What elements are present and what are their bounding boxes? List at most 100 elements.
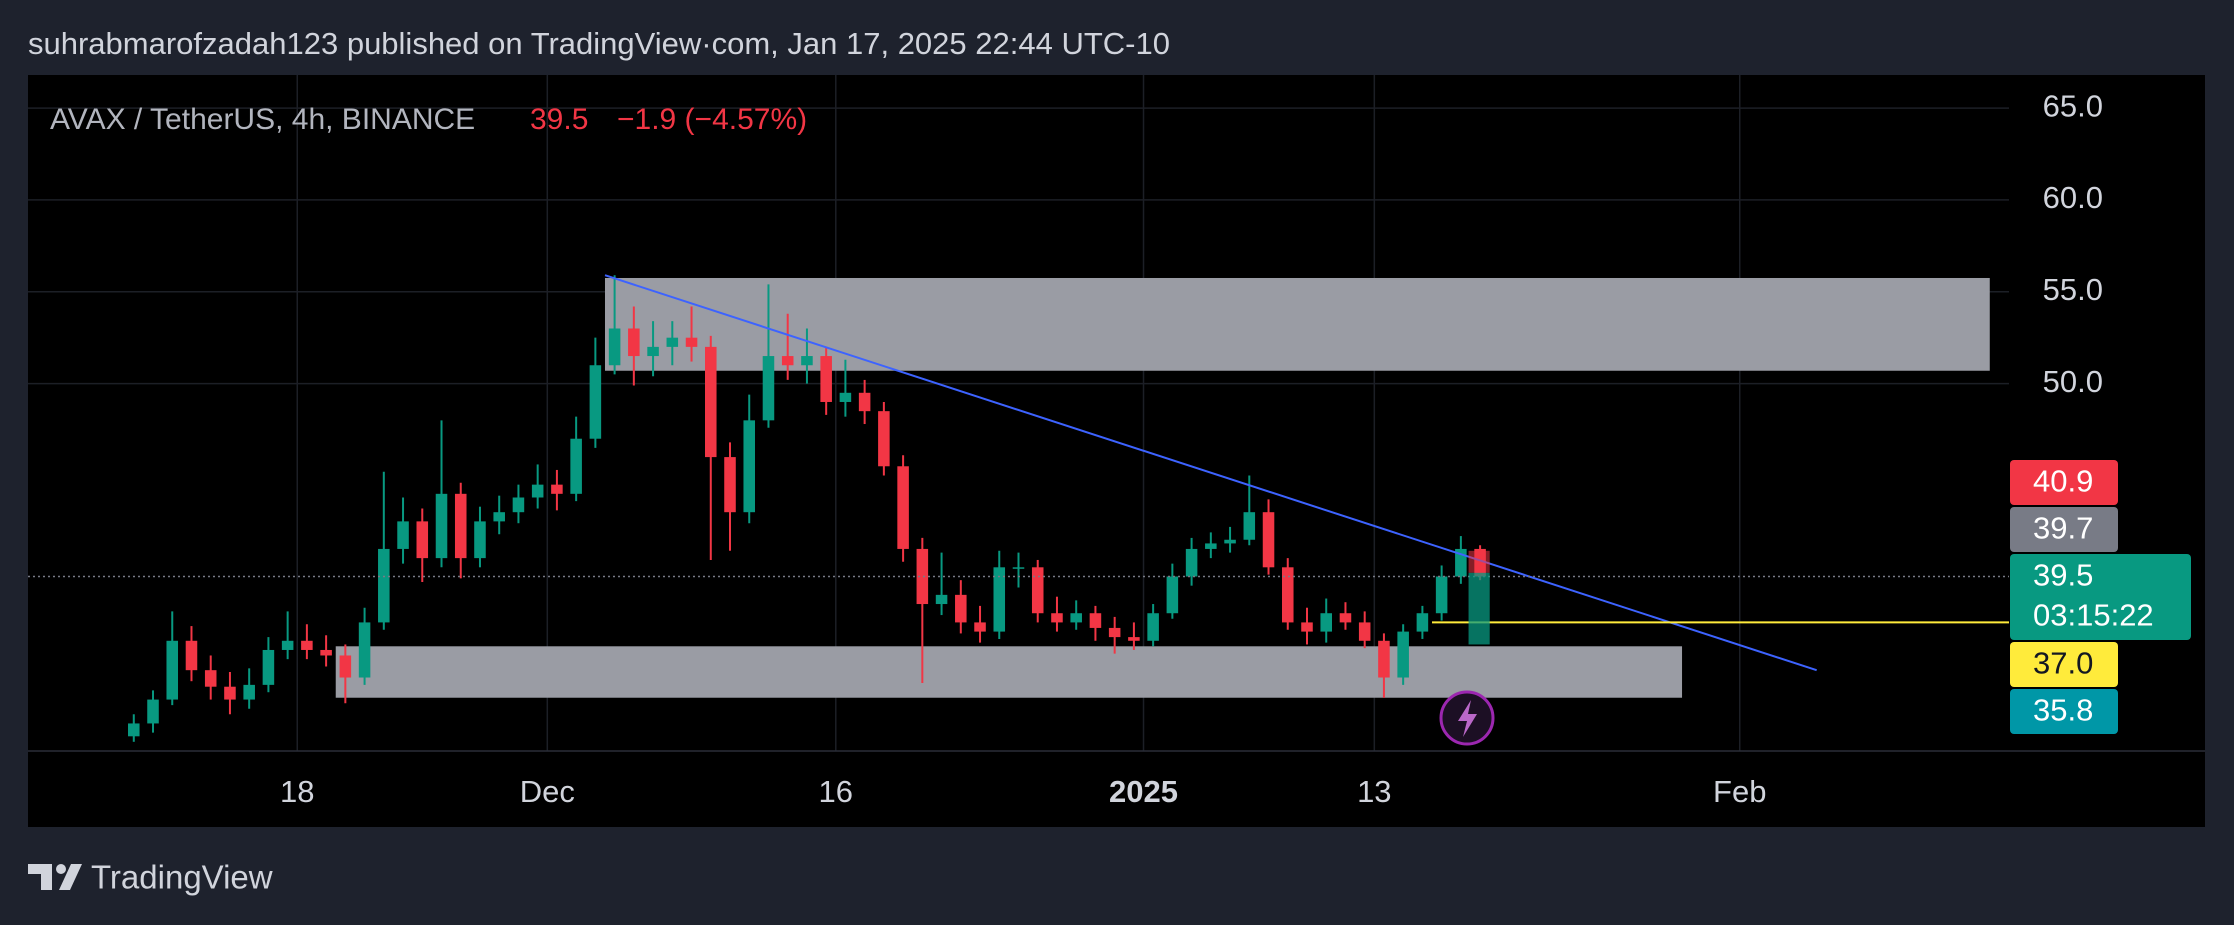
price-change: −1.9 (−4.57%) (617, 103, 807, 136)
x-tick-label: Feb (1713, 774, 1766, 809)
y-tick-label: 55.0 (2043, 272, 2103, 307)
candle-body (1128, 637, 1140, 641)
candle-body (1339, 613, 1352, 623)
x-tick-label: Dec (520, 774, 575, 809)
candle-body (1358, 622, 1371, 641)
price-badge (2010, 553, 2191, 640)
position-target (1468, 572, 1490, 645)
candle-body (1301, 622, 1313, 632)
symbol-title: AVAX / TetherUS, 4h, BINANCE (50, 103, 475, 136)
candle-body (570, 438, 582, 494)
candle-body (281, 640, 294, 650)
candle-body (897, 466, 909, 549)
candle-body (1281, 567, 1294, 623)
candle-body (705, 346, 717, 458)
logo-part (28, 864, 52, 890)
candle-body (781, 356, 794, 366)
price-badge (2010, 641, 2118, 687)
price-zone (335, 646, 1683, 698)
candle-body (1205, 543, 1217, 549)
candle-body (185, 640, 198, 671)
candle-body (1262, 512, 1275, 568)
candle-body (166, 640, 179, 700)
y-tick-label: 50.0 (2043, 364, 2103, 399)
candle-body (378, 548, 390, 623)
x-tick-label: 13 (1357, 774, 1391, 809)
price-badge (2010, 506, 2118, 552)
candle-body (262, 649, 275, 685)
candle-body (858, 392, 871, 412)
y-tick-label: 60.0 (2043, 180, 2103, 215)
chart-panel (28, 75, 2205, 827)
price-badge-label: 40.9 (2033, 464, 2093, 499)
candle-body (1243, 512, 1256, 540)
candle-body (685, 337, 698, 347)
candle-body (1435, 576, 1448, 614)
price-badge-label: 39.7 (2033, 511, 2093, 546)
candle-body (628, 328, 640, 357)
trend-line (604, 274, 1817, 672)
candle-body (878, 411, 890, 467)
candle-body (147, 699, 159, 724)
y-tick-label: 65.0 (2043, 88, 2103, 123)
candle-body (993, 567, 1006, 632)
countdown: 03:15:22 (2033, 598, 2154, 633)
price-badge-label: 37.0 (2033, 646, 2093, 681)
candle-body (1031, 567, 1044, 614)
candle-body (512, 497, 525, 513)
candle-body (1378, 640, 1390, 678)
candle-body (397, 521, 409, 549)
candle-body (301, 640, 313, 650)
candle-body (1224, 539, 1236, 544)
candle-body (551, 484, 563, 494)
candle-body (1147, 613, 1159, 641)
x-tick-label: 18 (280, 774, 314, 809)
candle-body (416, 521, 429, 559)
candle-body (493, 512, 505, 522)
alert-icon[interactable] (1439, 690, 1495, 746)
candle-body (839, 392, 852, 402)
candle-body (935, 594, 948, 605)
footer-logo (28, 864, 82, 890)
position-stop (1468, 550, 1490, 573)
candle-body (1397, 631, 1409, 678)
candle-body (224, 686, 236, 700)
price-badge-label: 35.8 (2033, 693, 2093, 728)
plot-area (28, 75, 2009, 751)
candle-body (1070, 613, 1082, 623)
candle-body (1455, 548, 1467, 577)
candle-body (820, 356, 832, 402)
price-badge (2010, 459, 2118, 505)
logo-part (56, 864, 66, 874)
candle-body (1185, 548, 1198, 577)
x-tick-label: 2025 (1109, 774, 1178, 809)
header-text: suhrabmarofzadah123 published on Trading… (28, 26, 1170, 61)
candle-body (916, 548, 929, 605)
logo-part (59, 864, 82, 890)
candle-body (1166, 576, 1179, 614)
footer-brand: TradingView (91, 859, 273, 896)
candle-body (608, 328, 621, 366)
candle-body (474, 521, 486, 559)
candle-body (1051, 613, 1063, 623)
alert-bolt[interactable] (1458, 700, 1477, 737)
candle-body (243, 684, 255, 700)
candle-body (724, 457, 736, 513)
candle-body (666, 337, 679, 347)
price-zone (604, 277, 1990, 371)
candle-body (128, 723, 140, 737)
candle-body (320, 649, 332, 656)
candle-body (1012, 567, 1025, 569)
candle-body (1089, 613, 1102, 628)
candle-body (1108, 627, 1121, 638)
candle-body (762, 356, 775, 421)
price-badge (2010, 688, 2118, 734)
candle-body (358, 622, 371, 678)
candle-body (531, 484, 544, 498)
price-badge-label: 39.5 (2033, 558, 2093, 593)
candle-body (204, 670, 217, 687)
candle-body (801, 356, 813, 366)
candle-body (454, 493, 467, 559)
